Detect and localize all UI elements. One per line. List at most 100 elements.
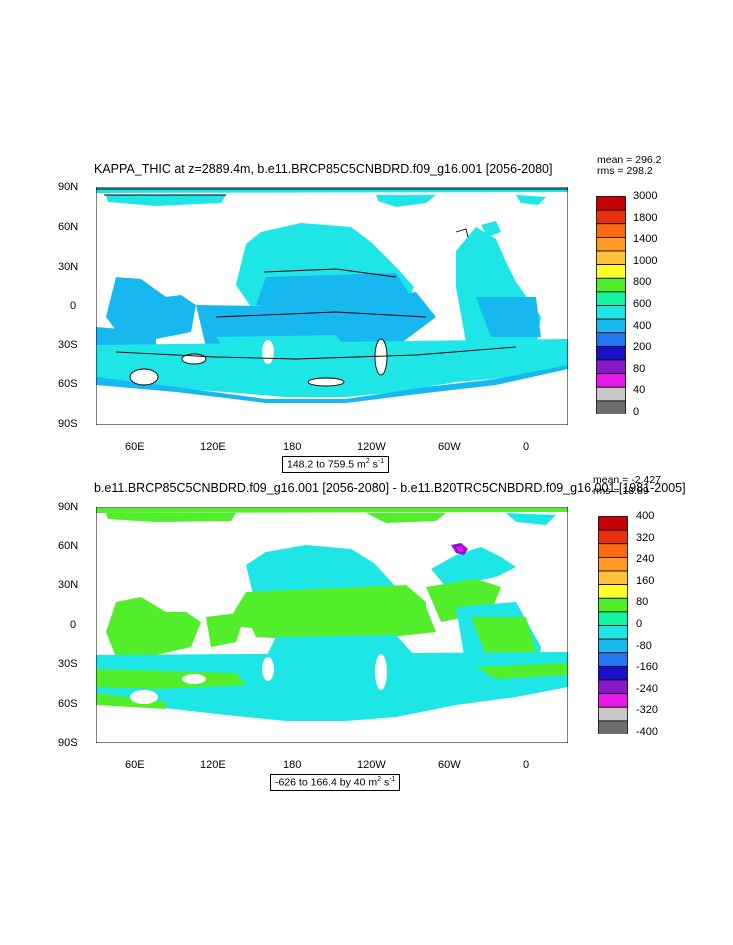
panel-1-contours [96,188,568,387]
colorbar-label: 400 [633,319,652,332]
panel-2-lat-label: 30S [58,658,78,670]
panel-1-unit-sup2: -1 [377,458,385,465]
colorbar-label: 3000 [633,190,658,202]
colorbar-swatch [598,570,628,586]
colorbar-swatch [598,625,628,640]
panel-1-lat-label: 60N [58,221,79,233]
colorbar-swatch [596,264,626,279]
panel-2-lon-label: 120W [357,759,386,771]
colorbar-label: 160 [636,574,655,587]
colorbar-swatch [598,584,628,599]
colorbar-swatch [598,543,628,558]
colorbar-label: 240 [636,553,655,566]
colorbar-swatch [596,291,626,306]
panel-1-unit-mid: s [369,458,378,471]
colorbar-label: 1400 [633,233,658,246]
colorbar-label: 1800 [633,211,658,224]
colorbar-swatch [596,223,626,238]
colorbar-swatch [598,652,628,667]
panel-1-lat-label: 0 [70,300,77,312]
colorbar-swatch [596,277,626,293]
colorbar-swatch [596,196,626,211]
panel-2-mean: mean = -2.427 [593,474,662,486]
panel-1-lon-label: 120W [357,441,386,453]
colorbar-label: 320 [636,531,655,544]
panel-1-lon-label: 180 [283,441,302,453]
panel-2-lat-label: 60S [58,698,78,710]
colorbar-swatch [598,706,628,722]
colorbar-swatch [598,611,628,626]
colorbar-label: 200 [633,341,652,354]
colorbar-label: -400 [636,726,659,738]
panel-2-ocean-field [96,508,568,721]
colorbar-swatch [598,638,628,654]
panel-1-lat-label: 90S [58,418,78,430]
panel-2-unit-sup1: 2 [377,776,382,783]
panel-1-colorbar [596,196,626,414]
colorbar-label: 80 [633,362,646,375]
panel-1-unit-sup1: 2 [365,458,370,465]
panel-1-map [96,187,568,425]
panel-2-lat-label: 0 [70,619,77,631]
colorbar-swatch [596,386,626,402]
colorbar-swatch [596,359,626,375]
colorbar-label: 800 [633,276,652,289]
panel-1-mean: mean = 296.2 [597,154,662,166]
panel-1-lat-label: 90N [58,181,79,193]
panel-2-land [130,654,387,704]
panel-1-lat-label: 60S [58,378,78,390]
colorbar-label: -320 [636,704,659,717]
panel-2-colorbar [598,516,628,734]
panel-2-lon-label: 0 [523,759,530,771]
panel-1-lon-label: 0 [523,441,530,453]
colorbar-swatch [598,516,628,531]
panel-1-lon-label: 60W [438,441,461,453]
panel-1-range-box: 148.2 to 759.5 m2 s-1 [282,456,390,473]
panel-2-lon-label: 60W [438,759,461,771]
panel-1-range-text: 148.2 to 759.5 m [287,458,366,471]
panel-2-lat-label: 90N [58,501,79,513]
colorbar-label: 40 [633,384,646,397]
panel-1-lon-label: 60E [125,441,145,453]
colorbar-label: -160 [636,661,659,674]
panel-2-lat-label: 90S [58,737,78,749]
colorbar-label: 80 [636,596,649,609]
colorbar-label: 0 [633,406,640,418]
panel-2-unit-mid: s [381,776,390,789]
colorbar-swatch [596,373,626,388]
panel-1-lat-label: 30N [58,261,79,273]
colorbar-swatch [596,345,626,361]
colorbar-swatch [598,597,628,613]
panel-2-title: b.e11.BRCP85C5CNBDRD.f09_g16.001 [2056-2… [94,481,686,495]
panel-1-lat-label: 30S [58,339,78,351]
panel-1-title: KAPPA_THIC at z=2889.4m, b.e11.BRCP85C5C… [94,162,553,176]
panel-2-lon-label: 180 [283,759,302,771]
colorbar-swatch [596,400,626,414]
panel-1-lon-label: 120E [200,441,226,453]
colorbar-label: 600 [633,298,652,310]
panel-2-lon-label: 120E [200,759,226,771]
panel-2-unit-sup2: -1 [389,776,396,783]
panel-2-lat-label: 30N [58,579,79,591]
colorbar-swatch [598,679,628,695]
panel-1-rms: rms = 298.2 [597,165,653,177]
panel-2-lon-label: 60E [125,759,145,771]
panel-2-map [96,507,568,743]
colorbar-label: -80 [636,639,652,652]
colorbar-swatch [598,693,628,708]
panel-2-range-text: -626 to 166.4 by 40 m [275,776,378,789]
colorbar-label: 0 [636,618,643,630]
colorbar-swatch [596,250,626,266]
colorbar-label: -240 [636,682,659,695]
colorbar-swatch [596,318,626,334]
colorbar-swatch [598,556,628,572]
colorbar-swatch [598,665,628,681]
colorbar-swatch [596,236,626,252]
colorbar-swatch [598,529,628,545]
colorbar-label: 1000 [633,254,658,267]
panel-2-lat-label: 60N [58,540,79,552]
colorbar-swatch [596,332,626,347]
colorbar-swatch [596,305,626,320]
panel-2-range-box: -626 to 166.4 by 40 m2 s-1 [270,774,401,791]
panel-2-rms: rms = 18.89 [593,485,649,497]
